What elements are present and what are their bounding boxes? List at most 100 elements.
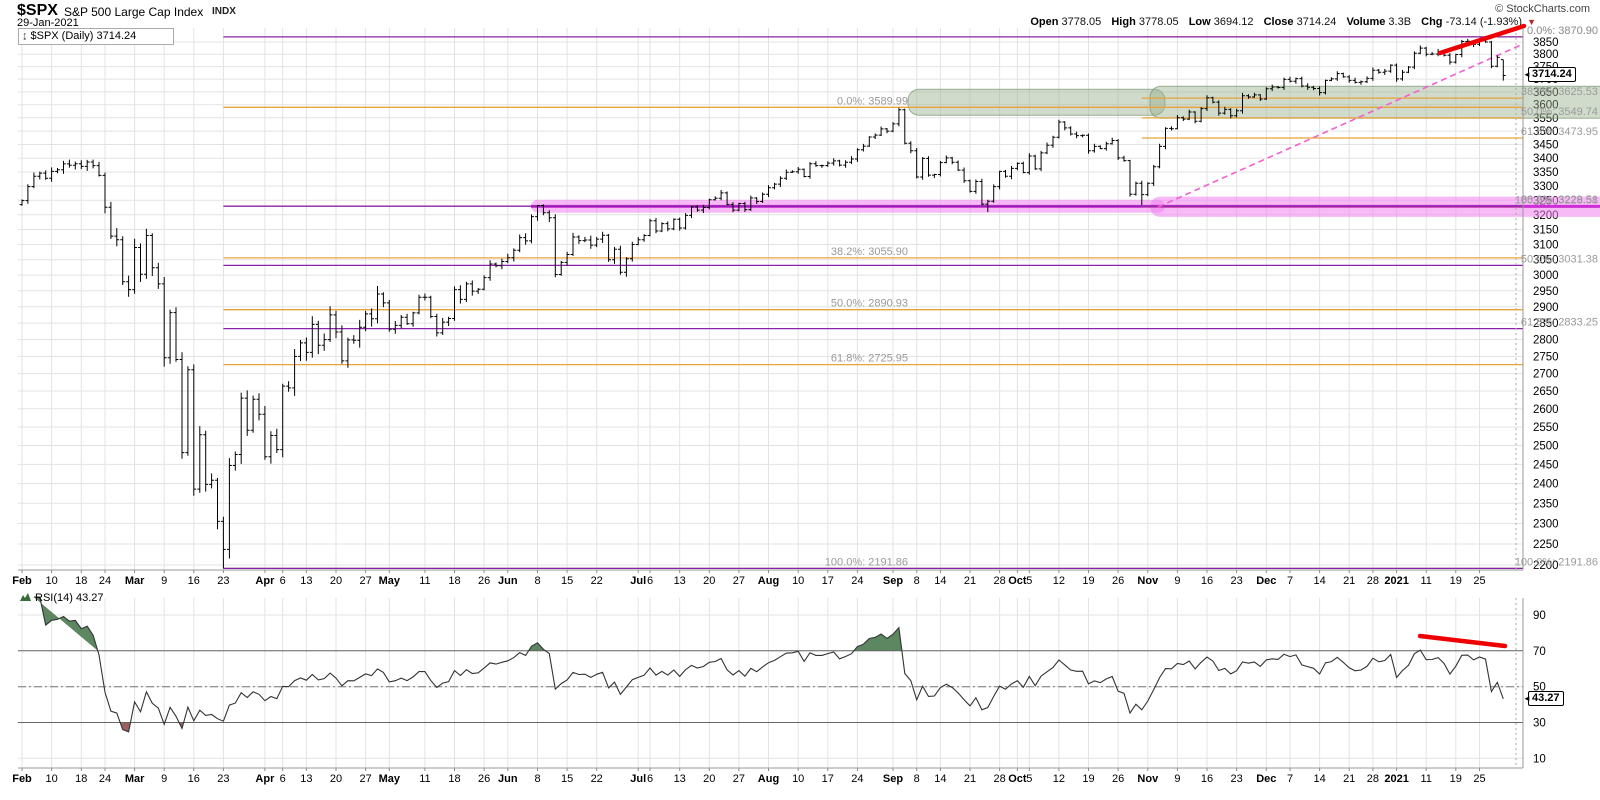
open-label: Open (1030, 16, 1059, 28)
price-tag-notch: ◄ (1523, 70, 1531, 79)
rsi-overbought-fill (853, 627, 902, 651)
date-tick-label: 10 (45, 575, 57, 587)
date-tick-label: 9 (1174, 773, 1180, 785)
date-tick-label: 18 (75, 773, 87, 785)
svg-text:3800: 3800 (1533, 49, 1559, 61)
rsi-line[interactable] (33, 596, 1504, 733)
date-tick-label: 21 (1343, 575, 1355, 587)
date-axis-labels: Feb Feb 10 10 18 18 24 24 Mar Mar 9 9 16 16 23 23 Apr Apr… (12, 575, 1485, 785)
date-tick-label: 13 (300, 773, 312, 785)
rsi-polyline (33, 596, 1504, 733)
date-tick-label: 23 (217, 773, 229, 785)
date-tick-label: 28 (1367, 773, 1379, 785)
date-tick-label: 16 (188, 575, 200, 587)
date-tick-label: 23 (217, 575, 229, 587)
pink-dashed-trendline (1157, 43, 1524, 208)
ohlc-bars[interactable] (19, 36, 1506, 569)
date-tick-label: 7 (1287, 773, 1293, 785)
fib-level-label: 38.2%: 3229.51 (1521, 194, 1598, 206)
fib-level-label: 50.0%: 2890.93 (831, 298, 908, 310)
date-tick-label: 6 (280, 773, 286, 785)
date-tick-label: 26 (478, 773, 490, 785)
fib-level-label: 0.0%: 3870.90 (1527, 25, 1598, 37)
last-price-tag: ◄ 3714.24 (1523, 67, 1576, 82)
price-gridlines (18, 41, 1523, 566)
close-value: 3714.24 (1296, 16, 1337, 28)
svg-text:3400: 3400 (1533, 153, 1559, 165)
date-tick-label: 22 (591, 773, 603, 785)
open-value: 3778.05 (1061, 16, 1102, 28)
svg-text:3850: 3850 (1533, 37, 1559, 49)
date-tick-label: 5 (1026, 773, 1032, 785)
svg-text:2550: 2550 (1533, 422, 1559, 434)
rsi-reference-lines (18, 650, 1523, 723)
date-tick-label: 26 (478, 575, 490, 587)
date-tick-label: Jun (498, 575, 518, 587)
date-tick-label: Mar (125, 773, 145, 785)
date-tick-label: Nov (1137, 773, 1159, 785)
date-tick-label: Feb (12, 575, 32, 587)
date-tick-label: 26 (1112, 575, 1124, 587)
date-tick-label: 11 (1420, 773, 1431, 785)
fib-level-label: 0.0%: 3870.90 (1527, 25, 1598, 37)
date-tick-label: 10 (792, 575, 804, 587)
date-tick-label: Jul (630, 575, 646, 587)
date-tick-label: 28 (993, 773, 1005, 785)
chart-date: 29-Jan-2021 (17, 17, 79, 29)
date-tick-label: Dec (1256, 773, 1276, 785)
svg-text:2650: 2650 (1533, 386, 1559, 398)
date-tick-label: 28 (993, 575, 1005, 587)
svg-text:3650: 3650 (1533, 87, 1559, 99)
date-tick-label: 6 (647, 773, 653, 785)
svg-text:3300: 3300 (1533, 181, 1559, 193)
fib-level-label: 61.8%: 2725.95 (831, 353, 908, 365)
rsi-threshold-fills (33, 597, 1421, 732)
svg-text:2800: 2800 (1533, 335, 1559, 347)
date-tick-label: 24 (99, 575, 111, 587)
date-tick-label: 14 (934, 773, 946, 785)
highlight-zones (531, 85, 1600, 217)
date-tick-label: 10 (792, 773, 804, 785)
date-tick-label: 23 (1230, 773, 1242, 785)
svg-text:30: 30 (1533, 718, 1546, 730)
high-label: High (1111, 16, 1136, 28)
svg-text:2950: 2950 (1533, 286, 1559, 298)
svg-text:3050: 3050 (1533, 255, 1559, 267)
svg-text:90: 90 (1533, 610, 1546, 622)
date-tick-label: 18 (448, 773, 460, 785)
date-tick-label: 19 (1450, 773, 1462, 785)
date-tick-label: 14 (934, 575, 946, 587)
date-tick-label: 19 (1082, 773, 1094, 785)
date-tick-label: 19 (1082, 575, 1094, 587)
svg-text:3100: 3100 (1533, 240, 1559, 252)
date-tick-label: 8 (914, 773, 920, 785)
date-tick-label: 11 (1420, 575, 1431, 587)
svg-text:2300: 2300 (1533, 518, 1559, 530)
fib-level-label: 100.0%: 3228.58 (1515, 195, 1598, 207)
date-tick-label: Jul (630, 773, 646, 785)
date-tick-label: 6 (647, 575, 653, 587)
date-tick-label: 27 (733, 773, 745, 785)
svg-text:2200: 2200 (1533, 560, 1559, 572)
date-tick-label: 14 (1313, 575, 1325, 587)
date-tick-label: 7 (1287, 575, 1293, 587)
svg-text:2350: 2350 (1533, 498, 1559, 510)
chg-value: -73.14 (-1.93%) (1445, 16, 1523, 28)
close-label: Close (1263, 16, 1294, 28)
date-tick-label: Jun (498, 773, 518, 785)
date-tick-label: 27 (359, 575, 371, 587)
date-tick-label: 9 (161, 773, 167, 785)
fib-mar-low-to-jan-high: 0.0%: 3870.90 38.2%: 3229.51 50.0%: 3031.3… (223, 25, 1598, 570)
svg-text:3350: 3350 (1533, 167, 1559, 179)
date-tick-label: Apr (255, 773, 275, 785)
svg-text:3000: 3000 (1533, 270, 1559, 282)
date-tick-label: 10 (45, 773, 57, 785)
date-tick-label: 9 (161, 575, 167, 587)
date-tick-label: 20 (703, 575, 715, 587)
rsi-overbought-fill (33, 597, 98, 651)
date-tick-label: Dec (1256, 575, 1276, 587)
date-tick-label: 2021 (1384, 773, 1408, 785)
volume-label: Volume (1346, 16, 1386, 28)
rsi-area-icon (20, 593, 31, 601)
